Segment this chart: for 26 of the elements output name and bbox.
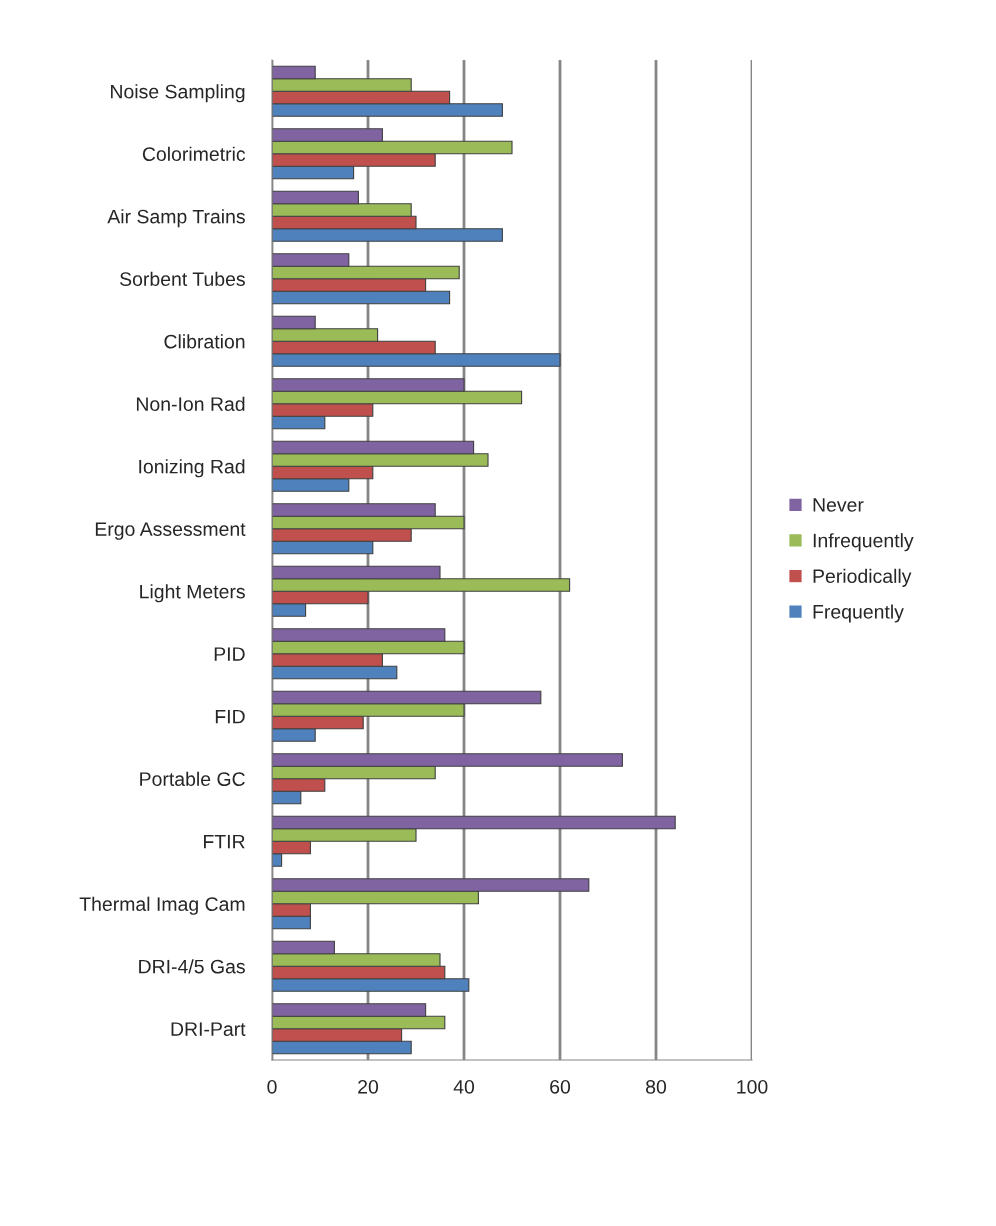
legend-label: Never xyxy=(813,498,864,512)
y-tick-label: Thermal Imag Cam xyxy=(79,896,245,915)
x-tick-label: 100 xyxy=(737,1079,768,1094)
y-tick-label: Clibration xyxy=(164,334,245,349)
y-tick-label: Sorbent Tubes xyxy=(120,271,245,286)
legend-label: Periodically xyxy=(813,568,912,587)
x-tick-label: 0 xyxy=(267,1079,277,1094)
y-tick-label: Air Samp Trains xyxy=(107,209,245,228)
legend-label: Infrequently xyxy=(813,533,914,552)
y-tick-label: Noise Sampling xyxy=(111,84,245,103)
y-tick-label: Colorimetric xyxy=(142,146,246,161)
x-tick-label: 20 xyxy=(358,1079,379,1094)
y-tick-label: PID xyxy=(214,647,245,661)
y-tick-label: FID xyxy=(215,709,245,724)
y-tick-label: Portable GC xyxy=(140,771,245,786)
y-tick-label: Light Meters xyxy=(140,584,245,603)
y-tick-label: DRI-Part xyxy=(171,1022,246,1036)
legend-label: Frequently xyxy=(813,604,904,623)
y-tick-label: FTIR xyxy=(204,834,245,849)
y-tick-label: Ergo Assessment xyxy=(95,522,246,540)
x-tick-label: 40 xyxy=(453,1079,475,1094)
x-tick-label: 60 xyxy=(550,1079,571,1094)
y-tick-label: Non-Ion Rad xyxy=(136,396,245,411)
y-tick-label: DRI-4/5 Gas xyxy=(139,959,245,974)
y-tick-label: Ionizing Rad xyxy=(139,459,245,478)
x-tick-label: 80 xyxy=(646,1079,667,1094)
